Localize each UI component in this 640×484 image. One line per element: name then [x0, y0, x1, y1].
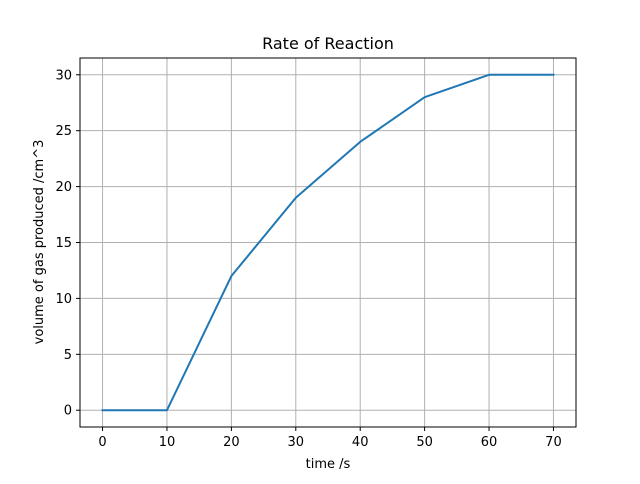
y-tick-label: 0 [64, 404, 72, 419]
y-axis-label: volume of gas produced /cm^3 [32, 140, 47, 345]
y-tick-label: 5 [64, 348, 72, 363]
x-tick-label: 40 [352, 435, 369, 450]
x-tick-label: 10 [159, 435, 176, 450]
x-tick-label: 20 [223, 435, 240, 450]
x-tick-label: 70 [545, 435, 562, 450]
y-tick-label: 15 [55, 236, 72, 251]
y-tick-label: 30 [55, 68, 72, 83]
y-tick-label: 20 [55, 180, 72, 195]
x-tick-label: 30 [288, 435, 305, 450]
x-tick-label: 60 [481, 435, 498, 450]
chart-title: Rate of Reaction [262, 34, 394, 53]
x-tick-label: 50 [416, 435, 433, 450]
y-tick-label: 10 [55, 292, 72, 307]
x-axis-label: time /s [306, 457, 351, 472]
y-tick-label: 25 [55, 124, 72, 139]
x-tick-label: 0 [98, 435, 106, 450]
